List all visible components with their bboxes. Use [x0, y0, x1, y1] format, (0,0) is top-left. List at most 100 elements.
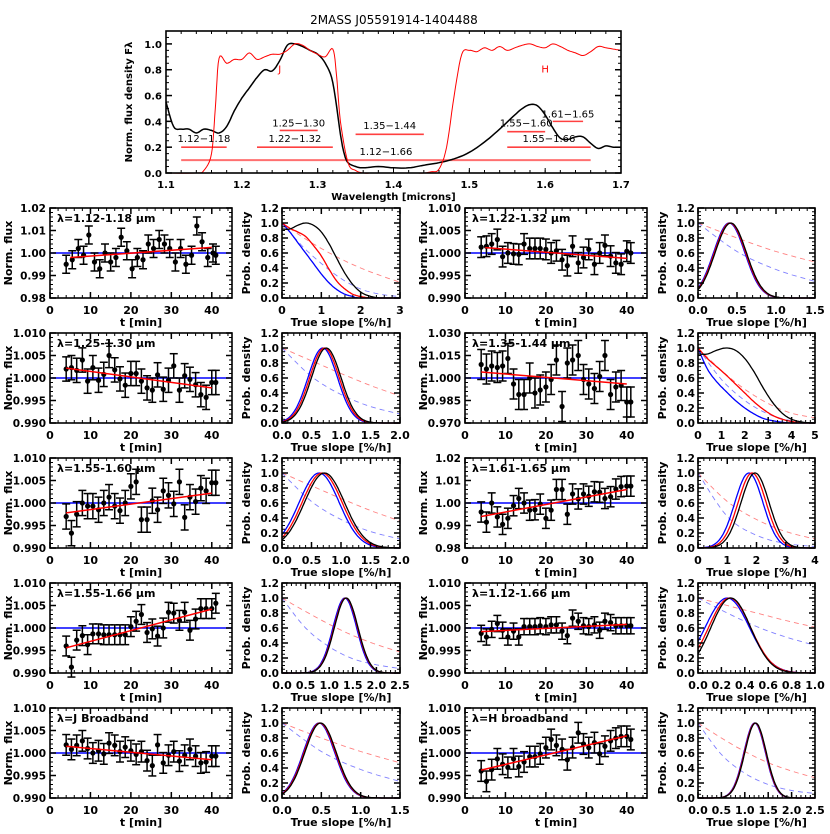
data-point: [543, 384, 549, 390]
x-tick-label: 10: [83, 554, 99, 567]
data-point: [165, 492, 172, 498]
y-tick-label: 0.995: [13, 646, 46, 658]
data-point: [532, 390, 538, 396]
data-point: [602, 743, 608, 749]
x-tick-label: 1.5: [361, 429, 381, 442]
x-axis-label: t [min]: [535, 441, 577, 454]
data-point: [494, 514, 500, 520]
data-point: [203, 394, 209, 400]
x-tick-label: 1.0: [331, 429, 351, 442]
x-axis-label: t [min]: [120, 816, 162, 829]
x-tick-label: 0: [46, 679, 54, 692]
y-axis-label: Prob. density: [656, 337, 669, 420]
prior-curve-red: [281, 722, 401, 764]
data-point: [112, 367, 118, 373]
x-axis-label: True slope [%/h]: [706, 691, 807, 704]
band-label: 1.12−1.18: [177, 134, 230, 145]
y-tick-label: 0.2: [260, 403, 279, 415]
data-point: [586, 381, 592, 387]
y-tick-label: 1.005: [13, 476, 46, 488]
y-tick-label: 0.8: [676, 483, 695, 495]
filter-label: H: [541, 64, 549, 75]
x-tick-label: 3: [764, 429, 772, 442]
data-point: [129, 266, 135, 272]
data-point: [213, 252, 219, 258]
y-axis-label: Prob. density: [240, 212, 253, 295]
posterior-curve-red: [281, 472, 400, 549]
data-point: [198, 606, 204, 612]
posterior-curve-blue: [698, 472, 815, 549]
band-title: λ=1.22-1.32 μm: [472, 212, 570, 225]
data-point: [521, 241, 527, 247]
y-tick-label: 1.00: [20, 248, 46, 260]
data-point: [182, 514, 188, 521]
posterior-curve-black: [698, 347, 815, 424]
x-axis-label: True slope [%/h]: [291, 566, 392, 579]
data-point: [478, 244, 484, 250]
data-point: [90, 365, 96, 371]
y-tick-label: 0.2: [144, 143, 162, 154]
fit-line: [481, 735, 627, 771]
fit-line: [485, 246, 627, 260]
x-axis-label: t [min]: [120, 691, 162, 704]
x-tick-label: 0.5: [727, 304, 747, 317]
y-tick-label: 1.010: [13, 578, 46, 590]
y-tick-label: 0.995: [13, 771, 46, 783]
y-tick-label: 0.990: [13, 668, 46, 680]
prior-curve-blue: [697, 722, 816, 794]
y-tick-label: 1.000: [13, 748, 46, 760]
data-point: [171, 749, 177, 755]
spectrum-line: [165, 42, 621, 169]
data-point: [575, 618, 581, 624]
data-point: [134, 254, 140, 261]
posterior-curve-black: [697, 597, 815, 674]
prior-curve-blue: [281, 222, 401, 297]
data-point: [112, 742, 118, 748]
y-tick-label: 0.990: [428, 668, 461, 680]
data-point: [628, 250, 634, 256]
y-tick-label: 0.4: [676, 638, 695, 650]
x-tick-label: 30: [164, 304, 180, 317]
data-point: [489, 241, 495, 247]
x-tick-label: 2: [753, 554, 761, 567]
fit-line: [481, 371, 627, 385]
y-tick-label: 1.2: [676, 328, 695, 340]
data-point: [564, 360, 570, 366]
y-tick-label: 1.0: [144, 40, 162, 51]
data-point: [618, 483, 624, 490]
data-point: [90, 503, 96, 509]
data-point: [171, 363, 177, 369]
prior-curve-red: [697, 597, 816, 628]
data-point: [106, 494, 112, 500]
y-tick-label: 1.0: [260, 218, 279, 230]
data-point: [101, 751, 107, 757]
x-tick-label: 40: [619, 429, 635, 442]
y-tick-label: 1.000: [13, 498, 46, 510]
data-point: [138, 517, 145, 523]
y-tick-label: 1.0: [260, 593, 279, 605]
data-point: [205, 254, 211, 261]
data-point: [564, 633, 570, 639]
y-tick-label: 1.005: [428, 226, 461, 238]
x-axis-label: t [min]: [535, 566, 577, 579]
data-point: [74, 637, 80, 643]
y-tick-label: 0.0: [676, 668, 695, 680]
x-tick-label: 0.0: [272, 554, 292, 567]
y-tick-label: 0.2: [676, 653, 695, 665]
x-tick-label: 0.2: [712, 679, 732, 692]
data-point: [154, 742, 161, 748]
posterior-curve-blue: [697, 597, 815, 674]
y-tick-label: 1.010: [428, 203, 461, 215]
y-tick-label: 0.2: [260, 278, 279, 290]
data-point: [161, 241, 168, 247]
y-tick-label: 0.990: [428, 293, 461, 305]
data-point: [553, 248, 560, 254]
data-point: [521, 624, 527, 630]
data-point: [559, 257, 565, 263]
x-tick-label: 30: [164, 554, 180, 567]
y-tick-label: 1.0: [676, 718, 695, 730]
data-point: [209, 753, 215, 759]
y-tick-label: 1.2: [260, 453, 279, 465]
data-point: [575, 352, 581, 359]
x-tick-label: 0.5: [712, 804, 732, 817]
